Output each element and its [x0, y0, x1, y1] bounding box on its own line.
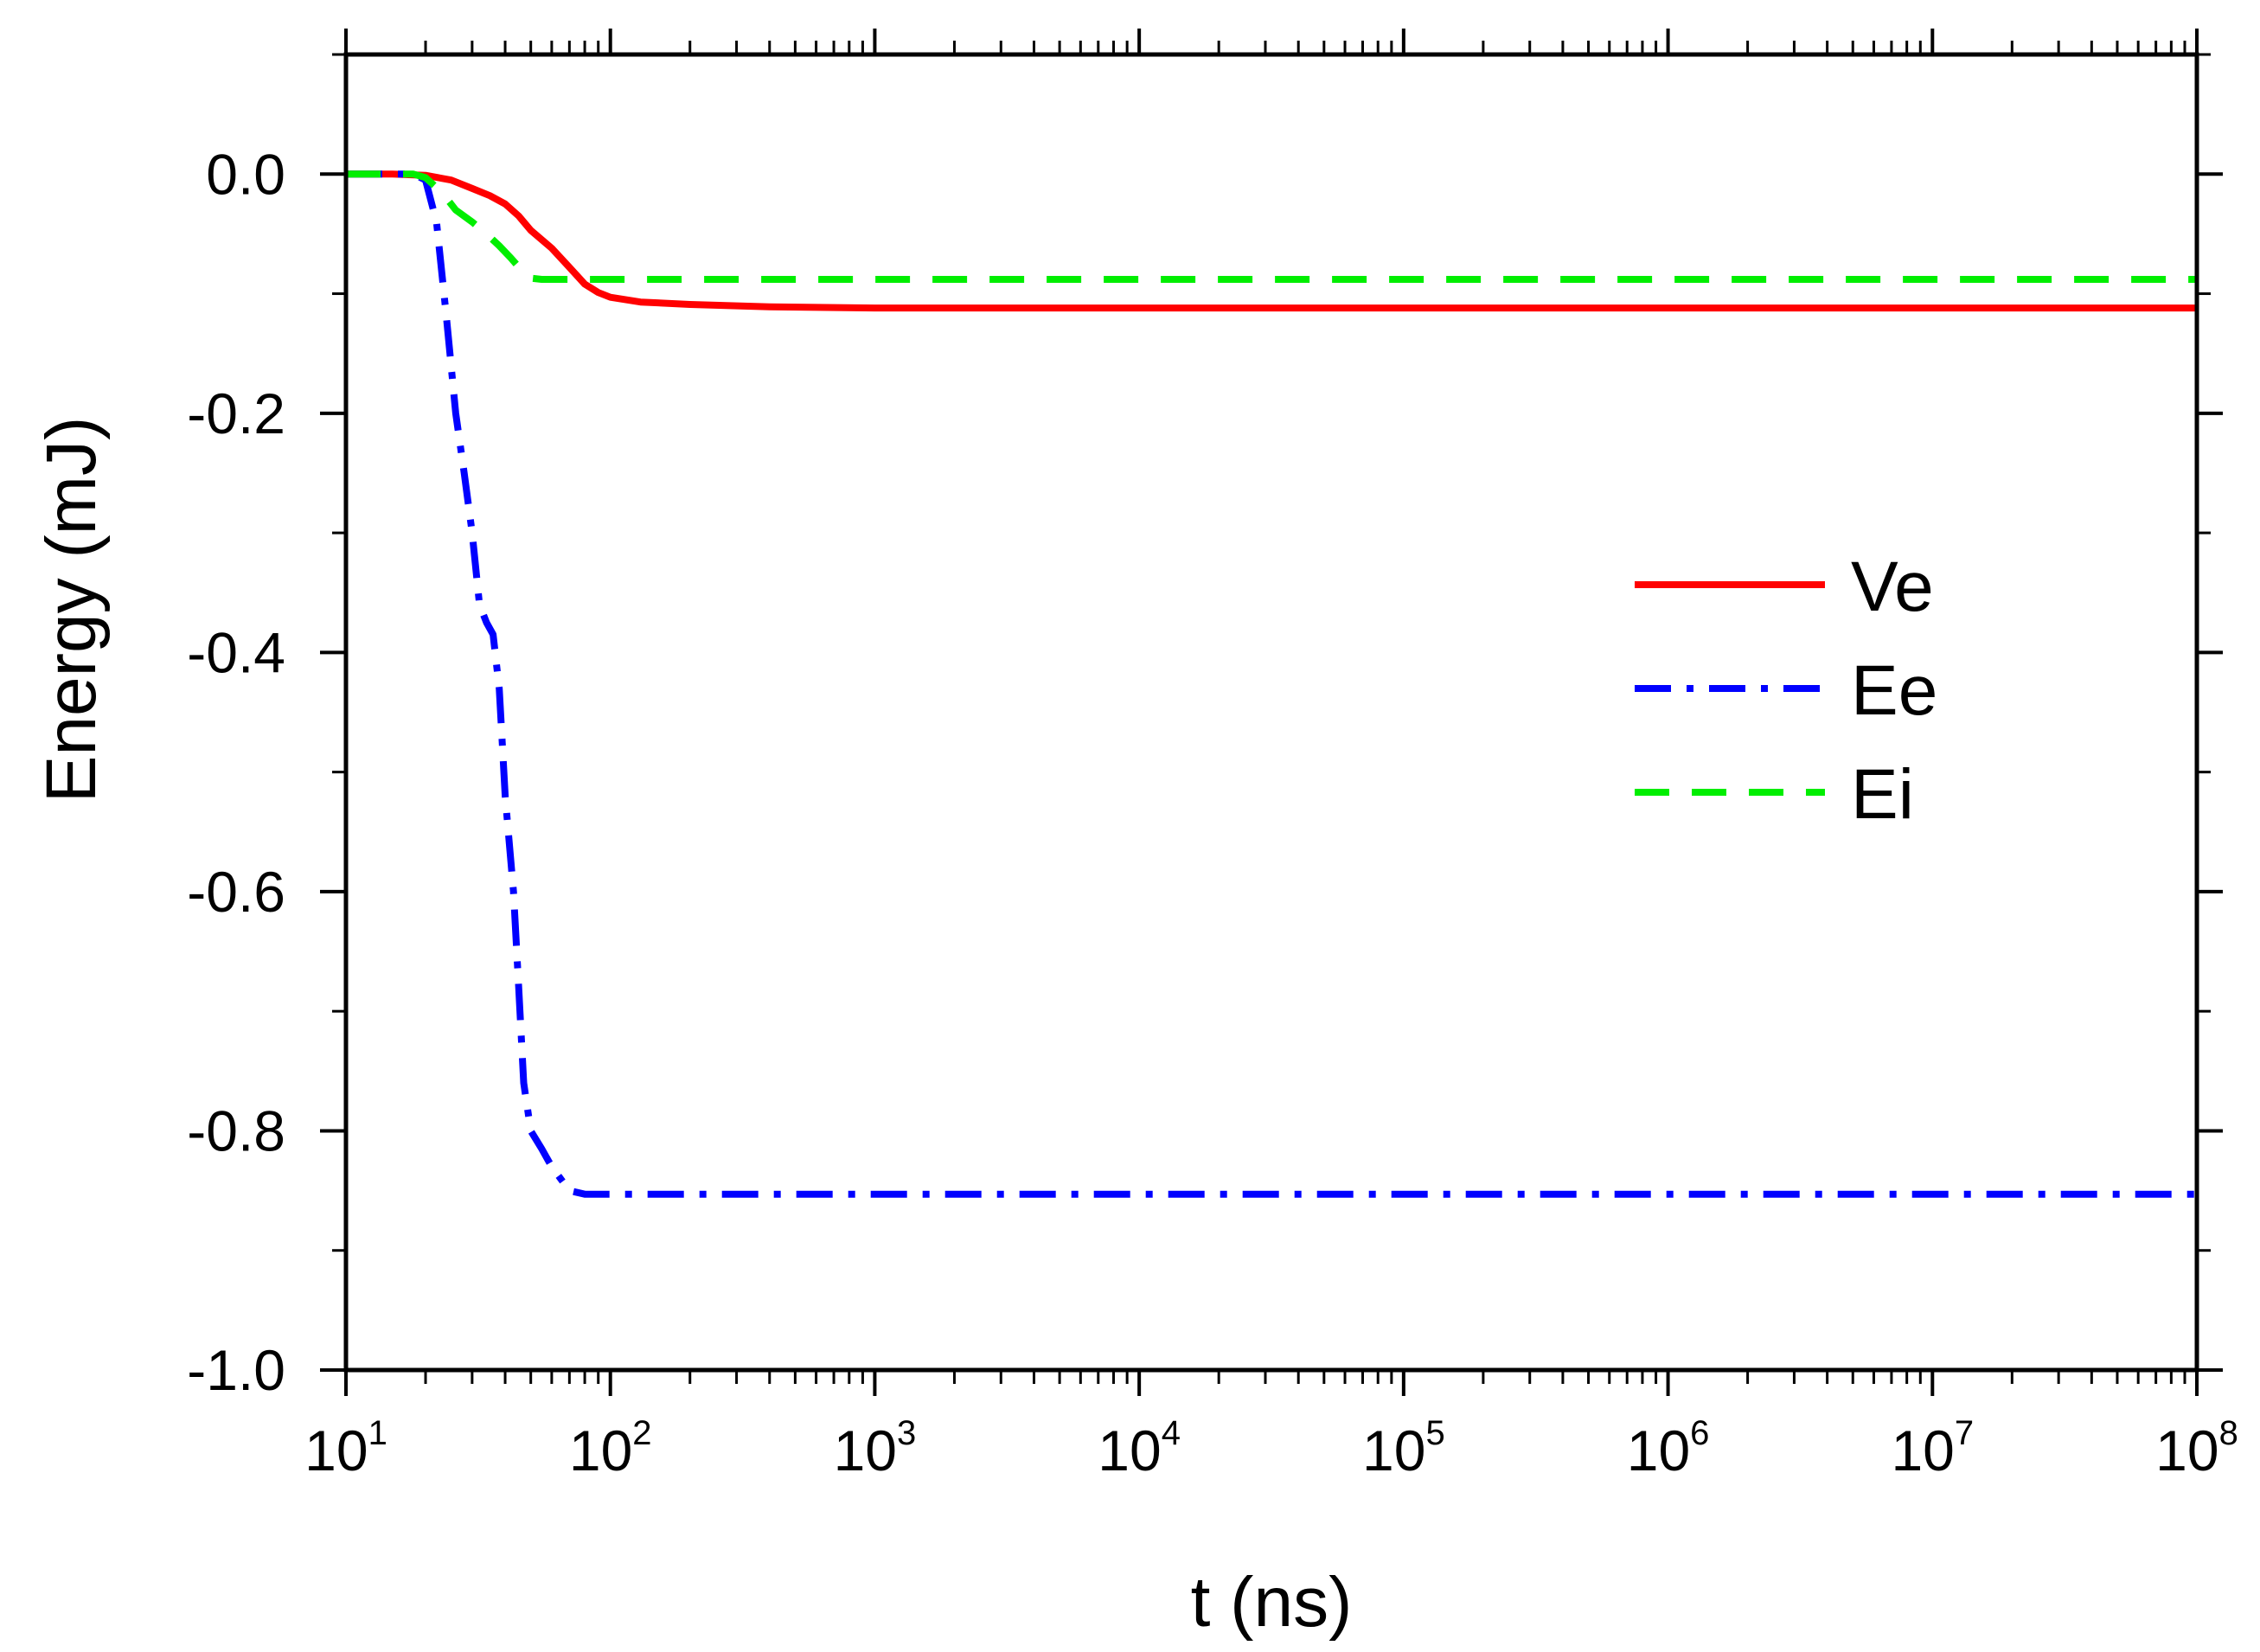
series-line-ei [346, 170, 2197, 283]
y-tick-label: -0.6 [187, 860, 285, 924]
x-axis-title: t (ns) [1191, 1563, 1353, 1642]
x-tick-label: 106 [1627, 1414, 1710, 1482]
y-tick-label: -0.8 [187, 1098, 285, 1162]
x-tick-label: 105 [1362, 1414, 1445, 1482]
y-tick-label: -1.0 [187, 1338, 285, 1402]
x-tick-label: 108 [2155, 1414, 2238, 1482]
x-tick-label: 107 [1891, 1414, 1974, 1482]
series-line-ee [346, 170, 2197, 1198]
x-tick-label: 102 [569, 1414, 652, 1482]
series-line-ve [346, 170, 2197, 312]
y-axis-title: Energy (mJ) [32, 417, 111, 804]
y-tick-label: 0.0 [206, 142, 285, 206]
legend-label-ve: Ve [1851, 547, 1934, 626]
plot-frame [343, 52, 2199, 1373]
label-layer: 101 102 103 104 105 106 107 108 0.0 -0.2 -0.4 -0.6 -… [187, 142, 2238, 1482]
legend-label-ee: Ee [1851, 651, 1937, 730]
y-tick-label: -0.2 [187, 381, 285, 445]
x-tick-label: 103 [834, 1414, 917, 1482]
legend: Ve Ee Ei [1635, 547, 1937, 834]
tick-layer [320, 29, 2223, 1396]
legend-label-ei: Ei [1851, 755, 1914, 834]
series-layer [346, 170, 2197, 1198]
y-tick-label: -0.4 [187, 620, 285, 684]
x-tick-label: 101 [304, 1414, 387, 1482]
x-tick-label: 104 [1098, 1414, 1181, 1482]
